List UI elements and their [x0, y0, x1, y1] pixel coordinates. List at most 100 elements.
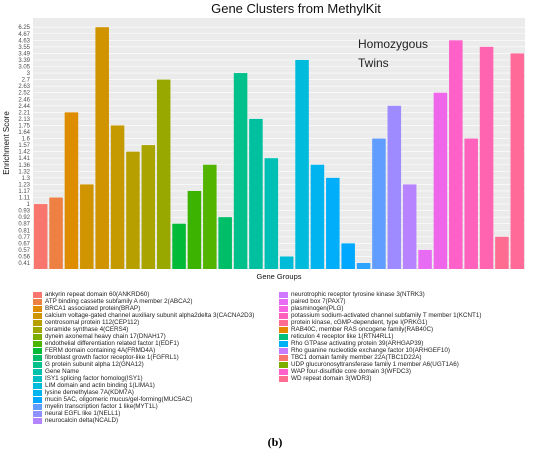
legend-swatch — [33, 403, 42, 410]
legend-swatch — [33, 347, 42, 354]
bar — [33, 204, 48, 269]
y-axis-ticks: 0.410.560.570.670.770.810.870.920.9311.1… — [18, 25, 30, 267]
y-tick-label: 1.42 — [18, 150, 30, 156]
legend-item: WD repeat domain 3(WDR3) — [279, 375, 525, 382]
y-tick-label: 4.63 — [18, 38, 30, 44]
bar — [510, 53, 525, 270]
legend-swatch — [279, 305, 288, 312]
legend-label: fibroblast growth factor receptor-like 1… — [45, 354, 179, 361]
y-tick-label: 1.41 — [18, 156, 30, 162]
legend-item: BRCA1 associated protein(BRAP) — [33, 305, 279, 312]
legend-item: neurocalcin delta(NCALD) — [33, 417, 279, 424]
legend-swatch — [279, 319, 288, 326]
legend-item: Gene Name — [33, 368, 279, 375]
legend-swatch — [33, 319, 42, 326]
y-tick-label: 0.92 — [18, 215, 30, 221]
legend-swatch — [279, 361, 288, 368]
y-tick-label: 1.17 — [18, 189, 30, 195]
y-tick-label: 2.21 — [18, 110, 30, 116]
legend-label: Gene Name — [45, 368, 79, 375]
legend-swatch — [279, 291, 288, 298]
legend-label: Rho guanine nucleotide exchange factor 1… — [291, 347, 450, 354]
bar — [479, 46, 494, 269]
figure-caption: (b) — [267, 435, 283, 449]
legend-swatch — [33, 361, 42, 368]
y-tick-label: 3.49 — [18, 51, 30, 57]
bar — [402, 184, 417, 269]
y-tick-label: 1.32 — [18, 169, 30, 175]
legend-item: potassium sodium-activated channel subfa… — [279, 312, 525, 319]
y-tick-label: 1.6 — [22, 137, 31, 143]
bar — [218, 217, 232, 269]
y-tick-label: 3.55 — [18, 45, 30, 51]
legend-label: ATP binding cassette subfamily A member … — [45, 298, 193, 305]
legend-swatch — [279, 375, 288, 382]
legend-swatch — [33, 312, 42, 319]
bar — [279, 256, 294, 269]
y-tick-label: 1.64 — [18, 130, 30, 136]
legend-item: reticulon 4 receptor like 1(RTN4RL1) — [279, 333, 525, 340]
bar — [156, 79, 171, 269]
annotation-line: Homozygous — [358, 37, 428, 51]
x-axis-label: Gene Groups — [256, 272, 301, 281]
y-axis-label: Enrichment Score — [2, 111, 11, 175]
bar — [341, 243, 355, 269]
legend-item: UDP glucuronosyltransferase family 1 mem… — [279, 361, 525, 368]
legend-item: centrosomal protein 112(CEP112) — [33, 319, 279, 326]
legend-swatch — [279, 368, 288, 375]
y-tick-label: 0.77 — [18, 235, 30, 241]
y-tick-label: 1.75 — [18, 123, 30, 129]
legend-item: LIM domain and actin binding 1(LIMA1) — [33, 382, 279, 389]
legend-item: FERM domain containing 4A(FRMD4A) — [33, 347, 279, 354]
legend-label: myelin transcription factor 1 like(MYT1L… — [45, 403, 158, 410]
bar — [110, 125, 125, 269]
legend-item: calcium voltage-gated channel auxiliary … — [33, 312, 279, 319]
y-tick-label: 2.46 — [18, 97, 30, 103]
bar — [464, 138, 478, 269]
y-tick-label: 0.93 — [18, 209, 30, 215]
legend-label: plasminogen(PLG) — [291, 305, 344, 312]
bar — [495, 236, 509, 269]
bar — [295, 59, 309, 270]
bar — [126, 151, 140, 269]
y-tick-label: 3.39 — [18, 58, 30, 64]
legend-swatch — [33, 417, 42, 424]
legend-item: mucin 5AC, oligomeric mucus/gel-forming(… — [33, 396, 279, 403]
legend-label: BRCA1 associated protein(BRAP) — [45, 305, 141, 312]
legend-label: TBC1 domain family member 22A(TBC1D22A) — [291, 354, 422, 361]
y-tick-label: 2.7 — [22, 78, 31, 84]
y-tick-label: 1.57 — [18, 143, 30, 149]
legend-item: ceramide synthase 4(CERS4) — [33, 326, 279, 333]
y-tick-label: 0.67 — [18, 241, 30, 247]
legend-swatch — [33, 354, 42, 361]
legend-label: paired box 7(PAX7) — [291, 298, 346, 305]
legend-label: neurotrophic receptor tyrosine kinase 3(… — [291, 291, 425, 298]
y-tick-label: 0.41 — [18, 261, 30, 267]
legend-item: G protein subunit alpha 12(GNA12) — [33, 361, 279, 368]
legend-label: protein kinase, cGMP-dependent, type I(P… — [291, 319, 428, 326]
legend-item: fibroblast growth factor receptor-like 1… — [33, 354, 279, 361]
chart-title: Gene Clusters from MethylKit — [211, 1, 381, 16]
legend-label: endothelial differentiation related fact… — [45, 340, 179, 347]
y-tick-label: 1.11 — [19, 196, 31, 202]
legend-item: ankyrin repeat domain 60(ANKRD60) — [33, 291, 279, 298]
legend-swatch — [33, 410, 42, 417]
bar — [49, 197, 63, 269]
y-tick-label: 1 — [27, 202, 31, 208]
legend-label: neurocalcin delta(NCALD) — [45, 417, 119, 424]
legend-item: paired box 7(PAX7) — [279, 298, 525, 305]
y-tick-label: 0.57 — [18, 248, 30, 254]
legend-swatch — [33, 340, 42, 347]
y-tick-label: 0.56 — [18, 254, 30, 260]
legend-item: myelin transcription factor 1 like(MYT1L… — [33, 403, 279, 410]
bar — [387, 105, 402, 269]
legend-swatch — [33, 326, 42, 333]
y-tick-label: 1.3 — [22, 176, 31, 182]
y-tick-label: 3 — [27, 71, 31, 77]
legend-label: Rho GTPase activating protein 39(ARHGAP3… — [291, 340, 424, 347]
legend-swatch — [279, 340, 288, 347]
legend-swatch — [33, 375, 42, 382]
legend-label: dynein axonemal heavy chain 17(DNAH17) — [45, 333, 166, 340]
legend-item: protein kinase, cGMP-dependent, type I(P… — [279, 319, 525, 326]
